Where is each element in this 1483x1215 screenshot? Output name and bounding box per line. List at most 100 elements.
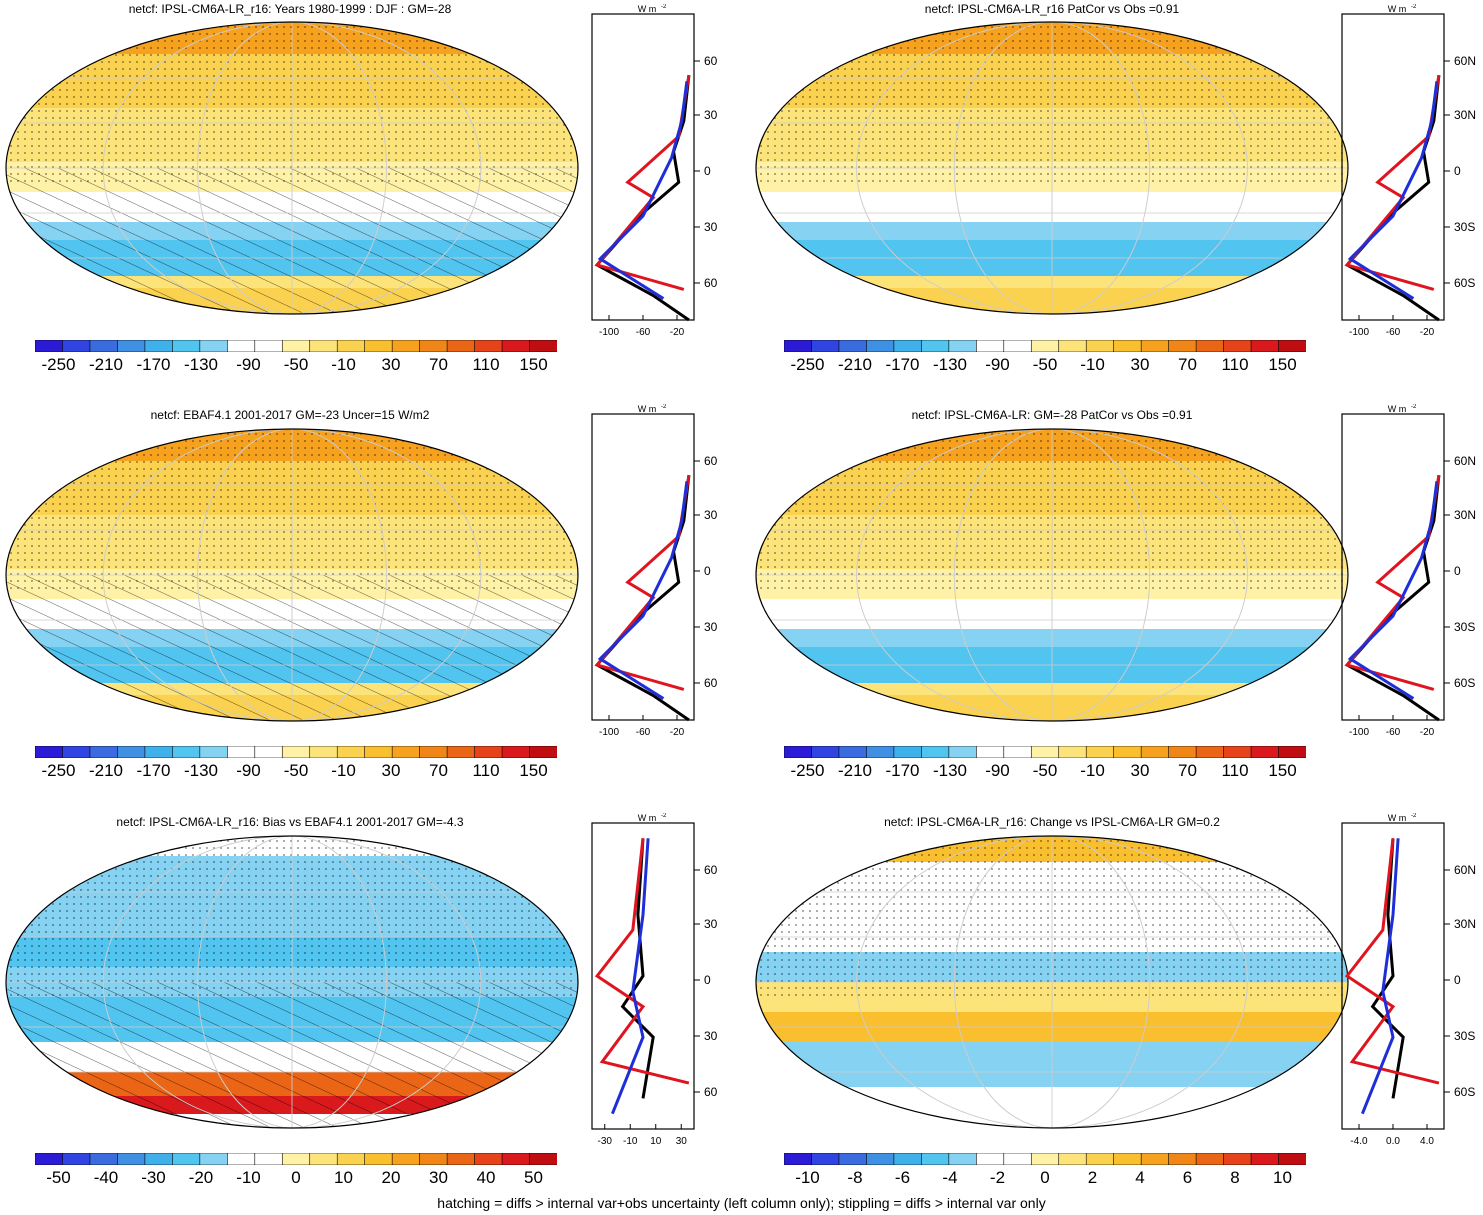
colorbar-swatch [474,340,503,352]
profile-x-label: -10 [623,1136,638,1147]
profile-lat-label: 60S [704,276,718,290]
profile-lat-label: 0 [1454,973,1461,987]
map-panel-6 [755,835,1349,1129]
cb-label: 8 [1230,1168,1240,1187]
colorbar-swatch [1140,340,1170,352]
cb-label: 20 [381,1168,401,1187]
colorbar-swatch [1003,1153,1033,1165]
colorbar-panel-6 [784,1153,1306,1165]
profile-lat-label: 30S [1454,220,1475,234]
cb-label: -40 [93,1168,119,1187]
cb-label: -50 [46,1168,71,1187]
cb-label: 70 [429,355,448,374]
cb-label: 30 [381,355,401,374]
cb-label: -250 [790,355,825,374]
profile-unit-sup: -2 [661,404,667,410]
cb-label: -2 [989,1168,1006,1187]
cb-label: -90 [985,761,1010,780]
colorbar-swatch [446,746,476,758]
colorbar-swatch [336,1153,366,1165]
colorbar-swatch [501,1153,531,1165]
colorbar-swatch [281,340,311,352]
profile-x-label: -60 [1386,727,1401,738]
cb-label: -10 [1080,355,1105,374]
profile-lat-label: 60S [704,676,718,690]
colorbar-swatch [784,340,813,352]
cb-label: -8 [847,1168,863,1187]
cb-label: 70 [429,761,448,780]
map-outline [755,428,1349,722]
colorbar-swatch [117,1153,146,1165]
colorbar-swatch [62,340,91,352]
cb-label: -10 [331,761,356,780]
colorbar-panel-3 [35,746,557,758]
cb-label: -10 [331,355,356,374]
colorbar-swatch [838,746,868,758]
zonal-profile-1: W m -2 60N 30N 0 30S 60S -100 -60 -20 [591,4,718,338]
colorbar-swatch [1030,1153,1060,1165]
profile-unit-sup: -2 [661,813,667,819]
colorbar-swatch [309,1153,339,1165]
colorbar-swatch [227,1153,256,1165]
colorbar-swatch [976,340,1005,352]
colorbar-swatch [948,340,978,352]
cb-label: -4 [942,1168,958,1187]
colorbar-swatch [336,746,366,758]
colorbar-swatch [1168,746,1197,758]
profile-line-model [1344,474,1441,691]
map-panel-2 [755,21,1349,315]
panel-6-title: netcf: IPSL-CM6A-LR_r16: Change vs IPSL-… [884,815,1220,829]
profile-lat-label: 30N [1454,508,1476,522]
colorbar-swatch [1168,1153,1197,1165]
profile-unit: W m [638,4,657,14]
profile-line-model [1344,74,1441,291]
colorbar-swatch [144,1153,174,1165]
colorbar-swatch [474,746,503,758]
colorbar-swatch [419,1153,448,1165]
colorbar-swatch [35,746,64,758]
profile-lat-label: 30N [704,108,718,122]
cb-label: 150 [519,355,548,374]
cb-label: -10 [236,1168,261,1187]
cb-label: -90 [985,355,1010,374]
colorbar-swatch [1278,1153,1306,1165]
colorbar-swatch [866,340,895,352]
profile-x-label: -20 [670,727,685,738]
map-outline [755,21,1349,315]
cb-label: -130 [183,761,218,780]
profile-x-label: 4.0 [1420,1136,1434,1147]
colorbar-swatch [811,746,840,758]
map-panel-1 [5,21,579,315]
colorbar-swatch [1195,746,1225,758]
profile-lat-label: 60N [1454,54,1476,68]
colorbar-swatch [1058,1153,1088,1165]
colorbar-swatch [1058,746,1088,758]
cb-label: 30 [381,761,401,780]
panel-2-title: netcf: IPSL-CM6A-LR_r16 PatCor vs Obs =0… [924,2,1180,16]
colorbar-swatch [893,746,923,758]
colorbar-swatch [117,340,146,352]
colorbar-swatch [976,1153,1005,1165]
footer-caption: hatching = diffs > internal var+obs unce… [437,1195,1046,1211]
profile-unit-sup: -2 [1411,813,1417,819]
colorbar-swatch [811,340,840,352]
profile-lat-label: 30N [1454,108,1476,122]
profile-unit: W m [1388,813,1407,823]
profile-unit: W m [1388,4,1407,14]
map-field [756,429,1348,721]
cb-label: 10 [1273,1168,1292,1187]
cb-label: -6 [894,1168,911,1187]
profile-line-obs [597,81,689,300]
profile-line-obs [611,838,650,1115]
cb-label: -50 [283,355,309,374]
colorbar-swatch [1030,746,1060,758]
colorbar-swatch [838,340,868,352]
colorbar-swatch [1168,340,1197,352]
colorbar-swatch [1250,1153,1280,1165]
colorbar-swatch [838,1153,868,1165]
profile-line-model [1344,838,1440,1085]
profile-line-ref [594,475,691,722]
colorbar-swatch [364,1153,393,1165]
profile-x-label: -30 [598,1136,613,1147]
colorbar-swatch [1085,1153,1115,1165]
